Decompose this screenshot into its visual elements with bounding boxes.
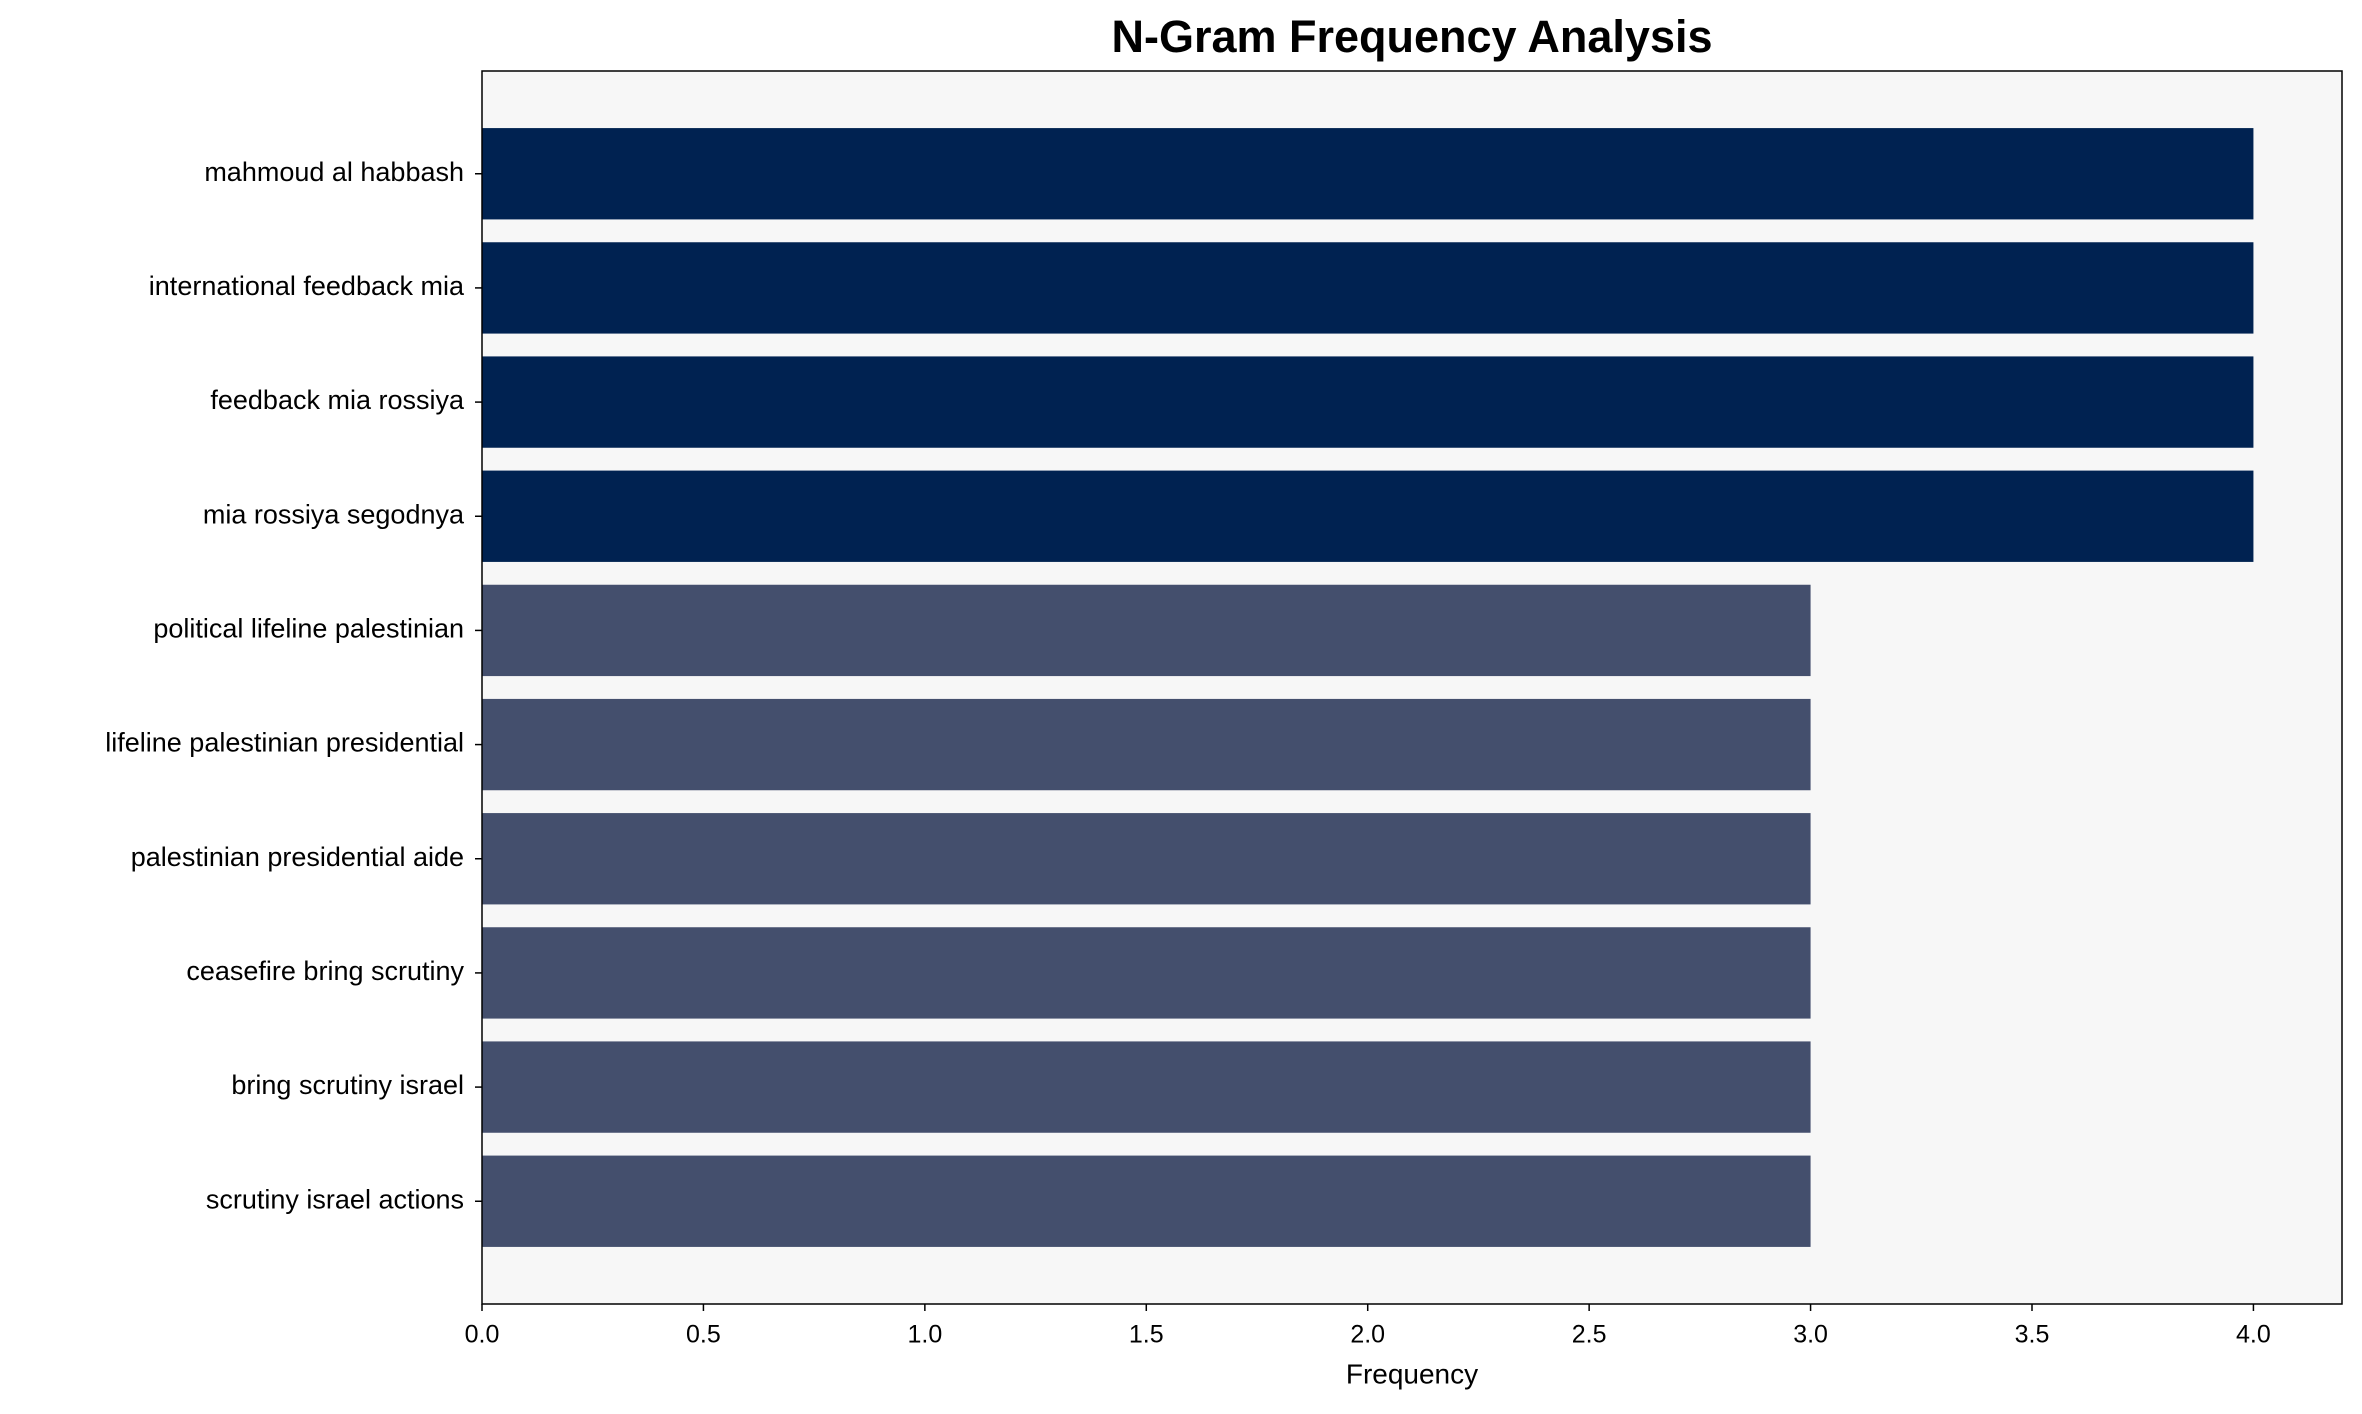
x-axis-label: Frequency [1346, 1358, 1478, 1389]
y-tick-label: palestinian presidential aide [131, 842, 464, 872]
y-tick-label: ceasefire bring scrutiny [186, 956, 464, 986]
x-tick-label: 0.0 [465, 1321, 500, 1349]
x-tick-label: 1.0 [907, 1321, 942, 1349]
y-tick-label: international feedback mia [149, 271, 465, 301]
bar [482, 698, 1811, 791]
x-tick-label: 3.5 [2015, 1321, 2050, 1349]
bar [482, 1041, 1811, 1133]
y-tick-label: feedback mia rossiya [210, 385, 465, 415]
bar [482, 356, 2254, 448]
y-tick-label: mia rossiya segodnya [203, 499, 465, 529]
plot-frame [481, 70, 2343, 1305]
bar [482, 128, 2254, 220]
x-tick-label: 1.5 [1129, 1321, 1164, 1349]
x-tick-label: 2.0 [1350, 1321, 1385, 1349]
y-tick-label: mahmoud al habbash [204, 157, 464, 187]
x-tick-label: 0.5 [686, 1321, 721, 1349]
chart-title: N-Gram Frequency Analysis [1111, 11, 1712, 62]
y-tick-label: political lifeline palestinian [153, 614, 464, 644]
y-tick-label: lifeline palestinian presidential [105, 728, 464, 758]
bar [482, 584, 1811, 677]
x-tick-label: 2.5 [1572, 1321, 1607, 1349]
bar [482, 927, 1811, 1019]
x-tick-label: 4.0 [2236, 1321, 2271, 1349]
bar [482, 242, 2254, 334]
bar [482, 813, 1811, 905]
y-tick-label: bring scrutiny israel [231, 1070, 464, 1100]
bar [482, 470, 2254, 562]
bar [482, 1155, 1811, 1247]
x-tick-label: 3.0 [1793, 1321, 1828, 1349]
y-tick-label: scrutiny israel actions [206, 1184, 464, 1214]
